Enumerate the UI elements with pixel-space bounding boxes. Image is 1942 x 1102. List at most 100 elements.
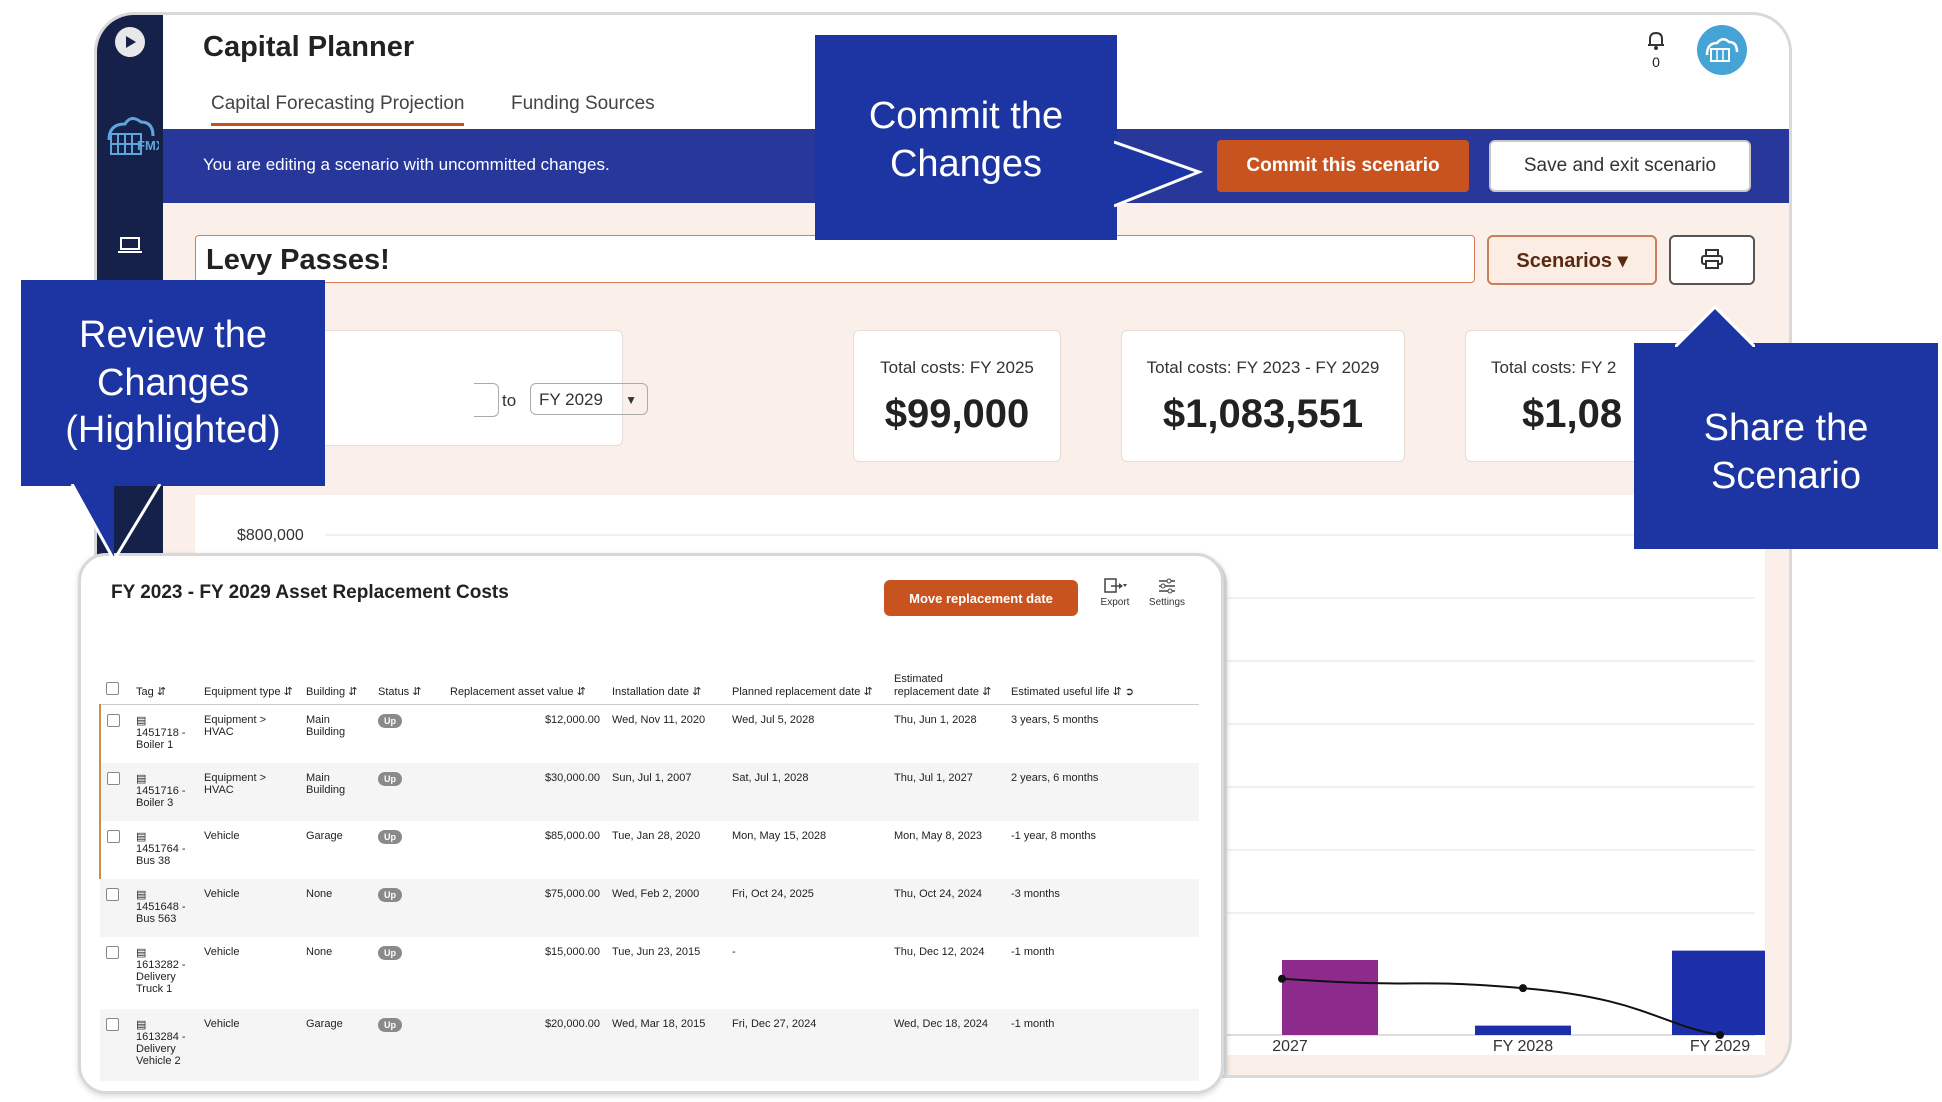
table-row[interactable]: ▤ 1451718 - Boiler 1 Equipment > HVAC Mai… (99, 704, 1199, 763)
column-header-label: Status (378, 686, 410, 698)
status-badge: Up (378, 945, 402, 960)
chart-bar[interactable] (1282, 960, 1378, 1035)
row-checkbox[interactable] (106, 887, 119, 901)
column-header-planned-replacement-date[interactable]: Planned replacement date ⇵ (726, 646, 888, 705)
end-year-select[interactable]: FY 2029 ▼ (530, 383, 648, 415)
commit-scenario-button[interactable]: Commit this scenario (1217, 140, 1469, 192)
callout-share-pointer (1675, 305, 1755, 347)
settings-button[interactable]: Settings (1147, 578, 1187, 608)
building-cell[interactable]: Garage (306, 829, 343, 842)
scenarios-dropdown-button[interactable]: Scenarios ▾ (1487, 235, 1657, 285)
tag-cell[interactable]: ▤ 1613282 - Delivery Truck 1 (130, 937, 198, 1009)
callout-share: Share the Scenario (1634, 343, 1938, 549)
tag-link[interactable]: 1451718 - Boiler 1 (136, 727, 186, 751)
building-cell[interactable]: None (306, 945, 333, 958)
chart-point[interactable] (1716, 1031, 1724, 1039)
print-button[interactable] (1669, 235, 1755, 285)
tag-cell[interactable]: ▤ 1451718 - Boiler 1 (130, 705, 198, 763)
play-icon[interactable] (115, 27, 145, 57)
column-header-installation-date[interactable]: Installation date ⇵ (606, 646, 726, 705)
notifications-button[interactable]: 0 (1643, 29, 1669, 70)
save-exit-scenario-button[interactable]: Save and exit scenario (1489, 140, 1751, 192)
planned-date-cell: Fri, Oct 24, 2025 (726, 878, 888, 937)
chart-bar[interactable] (1672, 950, 1768, 1035)
table-row[interactable]: ▤ 1613284 - Delivery Vehicle 2 Vehicle Ga… (100, 1008, 1199, 1081)
scenario-name-field[interactable]: Levy Passes! (195, 235, 1475, 283)
table-row[interactable]: ▤ 1451648 - Bus 563 Vehicle None Up $75,0… (100, 878, 1199, 937)
card-label: Total costs: FY 2023 - FY 2029 (1146, 358, 1380, 377)
tab-capital-forecasting[interactable]: Capital Forecasting Projection (211, 93, 465, 126)
installation-date-cell: Wed, Nov 11, 2020 (612, 714, 706, 726)
equipment-type-cell[interactable]: Vehicle (204, 945, 240, 958)
card-label: Total costs: FY 2025 (880, 358, 1034, 377)
column-header-label: Replacement asset value (450, 686, 574, 698)
equipment-type-cell[interactable]: Vehicle (204, 829, 240, 842)
caret-down-icon: ▾ (1617, 249, 1628, 272)
tag-link[interactable]: 1451764 - Bus 38 (136, 842, 186, 867)
row-checkbox[interactable] (106, 1017, 119, 1031)
y-tick-label: $800,000 (237, 527, 304, 544)
tag-cell[interactable]: ▤ 1613284 - Delivery Vehicle 2 (130, 1008, 198, 1081)
column-header-equipment-type[interactable]: Equipment type ⇵ (198, 646, 300, 705)
scenarios-label: Scenarios (1516, 249, 1612, 272)
table-row[interactable]: ▤ 1613282 - Delivery Truck 1 Vehicle None… (100, 937, 1199, 1009)
estimated-date-cell: Wed, Dec 18, 2024 (888, 1008, 1005, 1081)
row-checkbox[interactable] (106, 945, 119, 959)
column-header-label: Installation date (612, 686, 690, 698)
row-checkbox[interactable] (107, 829, 120, 843)
building-cell[interactable]: Main Building (306, 714, 346, 738)
select-all-checkbox[interactable] (106, 682, 119, 695)
notification-count: 0 (1652, 54, 1660, 70)
column-header-label: Estimated useful life (1011, 686, 1110, 698)
value-cell: $75,000.00 (444, 878, 606, 937)
table-row[interactable]: ▤ 1451716 - Boiler 3 Equipment > HVAC Mai… (99, 762, 1199, 821)
useful-life-cell: -1 year, 8 months (1011, 829, 1096, 842)
planned-date-cell: Wed, Jul 5, 2028 (732, 714, 815, 726)
tag-link[interactable]: 1613282 - Delivery Truck 1 (136, 958, 186, 995)
row-checkbox[interactable] (107, 771, 120, 785)
value-cell: $15,000.00 (544, 945, 600, 958)
export-icon (1104, 578, 1127, 593)
building-cell[interactable]: Garage (300, 1008, 372, 1081)
tag-cell[interactable]: ▤ 1451716 - Boiler 3 (130, 762, 198, 821)
column-header-estimated-replacement-date[interactable]: Estimated replacement date ⇵ (888, 646, 1005, 705)
useful-life-cell: -1 month (1005, 1008, 1199, 1081)
building-cell[interactable]: Main Building (300, 762, 372, 821)
callout-commit-pointer (1114, 140, 1204, 208)
tag-cell[interactable]: ▤ 1451648 - Bus 563 (130, 878, 198, 937)
status-cell: Up (372, 1008, 444, 1081)
building-cell[interactable]: None (300, 878, 372, 937)
installation-date-cell: Wed, Feb 2, 2000 (606, 878, 726, 937)
column-header-estimated-useful-life[interactable]: Estimated useful life ⇵ ➲ (1005, 646, 1199, 705)
tag-link[interactable]: 1613284 - Delivery Vehicle 2 (136, 1030, 186, 1067)
chart-bar[interactable] (1475, 1025, 1571, 1035)
avatar[interactable] (1697, 25, 1747, 75)
row-checkbox[interactable] (107, 714, 120, 727)
tag-link[interactable]: 1451648 - Bus 563 (136, 900, 186, 925)
move-replacement-date-button[interactable]: Move replacement date (884, 580, 1078, 616)
equipment-type-cell: Equipment > HVAC (198, 762, 300, 821)
start-year-select[interactable] (474, 383, 499, 417)
equipment-type-cell[interactable]: Vehicle (198, 1008, 300, 1081)
column-header-status[interactable]: Status ⇵ (372, 646, 444, 705)
estimated-date-cell: Thu, Dec 12, 2024 (894, 945, 985, 958)
column-options-icon[interactable]: ➲ (1124, 686, 1134, 698)
estimated-date-cell: Thu, Oct 24, 2024 (888, 878, 1005, 937)
table-row[interactable]: ▤ 1451764 - Bus 38 Vehicle Garage Up $85,… (99, 820, 1199, 879)
column-header-building[interactable]: Building ⇵ (300, 646, 372, 705)
laptop-icon[interactable] (117, 235, 143, 255)
chart-point[interactable] (1519, 984, 1527, 993)
export-button[interactable]: Export (1095, 578, 1135, 608)
tag-cell[interactable]: ▤ 1451764 - Bus 38 (130, 821, 198, 879)
tag-link[interactable]: 1451716 - Boiler 3 (136, 784, 186, 809)
value-cell: $12,000.00 (544, 714, 600, 726)
chart-point[interactable] (1278, 974, 1286, 983)
tab-funding-sources[interactable]: Funding Sources (511, 93, 655, 114)
column-header-replacement-value[interactable]: Replacement asset value ⇵ (444, 646, 606, 705)
column-header-tag[interactable]: Tag ⇵ (130, 646, 198, 705)
sort-icon: ⇵ (283, 686, 293, 698)
equipment-type-cell[interactable]: Vehicle (198, 878, 300, 937)
installation-date-cell: Wed, Mar 18, 2015 (606, 1008, 726, 1081)
x-tick-label: 2027 (1272, 1038, 1308, 1055)
row-select (99, 704, 130, 763)
